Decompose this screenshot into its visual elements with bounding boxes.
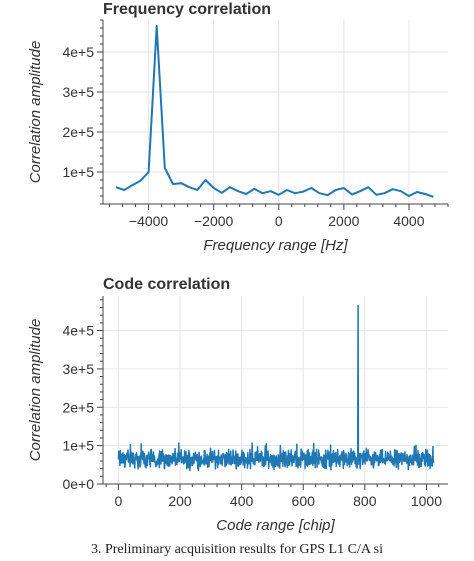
x-tick-label: 4000 [393, 213, 424, 229]
x-axis-label: Frequency range [Hz] [203, 237, 348, 254]
x-tick-label: 400 [230, 493, 254, 509]
chart-title: Frequency correlation [103, 1, 271, 18]
y-tick-label: 4e+5 [62, 323, 94, 339]
y-tick-label: 1e+5 [62, 438, 94, 454]
x-tick-label: −2000 [194, 213, 234, 229]
y-tick-label: 1e+5 [62, 164, 94, 180]
x-tick-label: 0 [275, 213, 283, 229]
figure: −4000 −2000 0 2000 40001e+52e+53e+54e+5Frequ… [27, 1, 449, 534]
x-axis-label: Code range [chip] [216, 517, 335, 534]
y-tick-label: 3e+5 [62, 84, 94, 100]
series-line [117, 304, 435, 472]
x-tick-label: 0 [115, 493, 123, 509]
y-axis-label: Correlation amplitude [27, 41, 44, 184]
y-tick-label: 2e+5 [62, 124, 94, 140]
x-tick-label: 200 [168, 493, 192, 509]
x-tick-label: 800 [353, 493, 377, 509]
y-axis-label: Correlation amplitude [27, 319, 44, 462]
x-tick-label: −4000 [129, 213, 169, 229]
x-tick-label: 1000 [411, 493, 442, 509]
y-tick-label: 2e+5 [62, 399, 94, 415]
chart-title: Code correlation [103, 276, 230, 293]
series-line [115, 25, 434, 198]
x-tick-label: 600 [292, 493, 316, 509]
plot-area [103, 20, 448, 204]
x-tick-label: 2000 [328, 213, 359, 229]
y-tick-label: 0e+0 [62, 476, 94, 492]
y-tick-label: 3e+5 [62, 361, 94, 377]
figure-caption: 3. Preliminary acquisition results for G… [90, 542, 384, 557]
y-tick-label: 4e+5 [62, 44, 94, 60]
